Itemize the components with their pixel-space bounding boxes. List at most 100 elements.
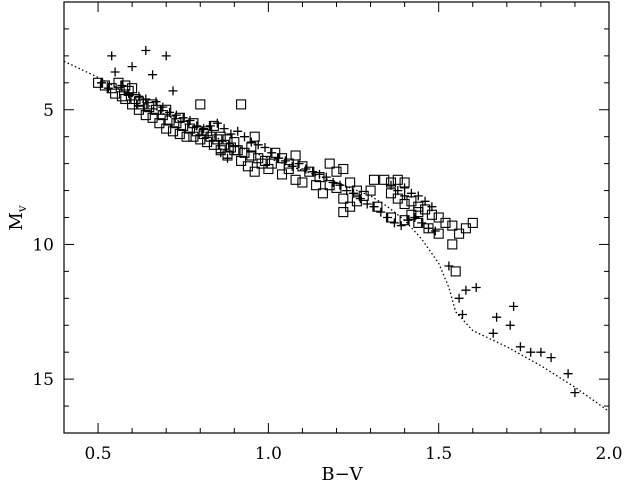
square-point bbox=[256, 158, 267, 169]
y-axis-label-main: M bbox=[6, 212, 27, 230]
square-point bbox=[413, 201, 424, 212]
square-point bbox=[110, 88, 121, 99]
square-point bbox=[195, 99, 206, 110]
plus-point bbox=[171, 110, 181, 120]
plus-point bbox=[400, 191, 410, 201]
plus-point bbox=[260, 143, 270, 152]
plus-point bbox=[308, 167, 318, 177]
x-tick-label: 2.0 bbox=[595, 444, 622, 464]
plus-point bbox=[383, 213, 393, 222]
plus-point bbox=[274, 153, 284, 163]
plus-point bbox=[287, 161, 297, 171]
square-point bbox=[113, 77, 124, 88]
plus-point bbox=[454, 293, 464, 303]
square-point bbox=[249, 166, 260, 177]
square-point bbox=[202, 137, 213, 148]
plus-point bbox=[185, 116, 195, 125]
plus-point bbox=[492, 312, 502, 322]
plus-point bbox=[110, 67, 120, 77]
square-point bbox=[120, 93, 131, 105]
square-point bbox=[188, 131, 199, 142]
square-point bbox=[324, 180, 335, 191]
square-point bbox=[406, 209, 417, 220]
plus-point bbox=[127, 62, 137, 72]
plus-point bbox=[410, 213, 420, 222]
plus-point bbox=[233, 126, 243, 136]
plus-point bbox=[226, 129, 236, 139]
square-point bbox=[147, 99, 158, 110]
square-point bbox=[249, 131, 260, 142]
plus-point bbox=[505, 320, 515, 330]
plus-point bbox=[107, 51, 117, 61]
square-marker-series bbox=[93, 77, 478, 277]
square-point bbox=[290, 174, 301, 185]
plus-point bbox=[406, 188, 416, 198]
plus-point bbox=[199, 124, 209, 134]
square-point bbox=[212, 134, 223, 145]
square-point bbox=[147, 112, 158, 123]
square-point bbox=[242, 161, 253, 172]
square-point bbox=[331, 182, 342, 193]
y-tick-label: 15 bbox=[32, 370, 54, 390]
square-point bbox=[246, 150, 257, 161]
square-point bbox=[140, 110, 151, 121]
square-point bbox=[167, 126, 179, 137]
plus-point bbox=[342, 186, 352, 196]
square-point bbox=[317, 188, 328, 199]
square-point bbox=[263, 163, 274, 175]
plus-point bbox=[321, 172, 331, 182]
plus-point bbox=[178, 113, 188, 123]
plus-point bbox=[168, 86, 178, 96]
square-point bbox=[154, 118, 165, 129]
plus-point bbox=[103, 83, 113, 93]
square-point bbox=[345, 201, 356, 212]
y-axis-label: Mv bbox=[6, 205, 29, 230]
plus-point bbox=[393, 186, 403, 196]
plot-frame bbox=[63, 1, 610, 434]
square-point bbox=[345, 177, 356, 188]
plus-point bbox=[206, 121, 215, 131]
square-point bbox=[266, 158, 277, 169]
plus-point bbox=[403, 215, 413, 225]
square-point bbox=[239, 147, 250, 158]
plus-point bbox=[151, 97, 161, 107]
dotted-line-series bbox=[63, 60, 610, 412]
plus-point bbox=[563, 369, 573, 379]
plus-point bbox=[349, 188, 358, 198]
square-point bbox=[99, 80, 110, 91]
x-axis: 0.5 1.0 1.5 2.0 bbox=[63, 2, 623, 464]
square-point bbox=[225, 142, 236, 153]
plus-point bbox=[253, 140, 263, 150]
square-point bbox=[379, 174, 390, 185]
plus-point bbox=[192, 121, 202, 131]
square-point bbox=[188, 118, 199, 129]
square-point bbox=[338, 207, 349, 218]
square-point bbox=[433, 228, 444, 239]
square-point bbox=[426, 209, 437, 220]
plus-point bbox=[536, 347, 546, 357]
square-point bbox=[399, 198, 410, 210]
plus-point bbox=[413, 191, 423, 201]
square-point bbox=[253, 153, 264, 164]
plus-point bbox=[158, 102, 168, 112]
square-point bbox=[219, 139, 230, 150]
plus-point bbox=[294, 159, 304, 169]
square-point bbox=[116, 91, 127, 102]
plus-point bbox=[141, 46, 151, 55]
plus-point bbox=[488, 328, 498, 338]
square-point bbox=[205, 131, 216, 142]
plus-point bbox=[165, 107, 175, 117]
square-point bbox=[144, 102, 155, 113]
square-point bbox=[174, 128, 185, 140]
plus-point bbox=[216, 148, 226, 158]
y-axis: 5 10 15 bbox=[32, 1, 609, 434]
square-point bbox=[215, 131, 226, 142]
plus-point bbox=[461, 285, 471, 295]
square-point bbox=[229, 137, 240, 148]
plus-point bbox=[301, 164, 311, 174]
plus-point bbox=[280, 156, 290, 166]
plus-point bbox=[219, 124, 229, 134]
plus-point bbox=[546, 353, 556, 363]
square-point bbox=[433, 212, 444, 223]
